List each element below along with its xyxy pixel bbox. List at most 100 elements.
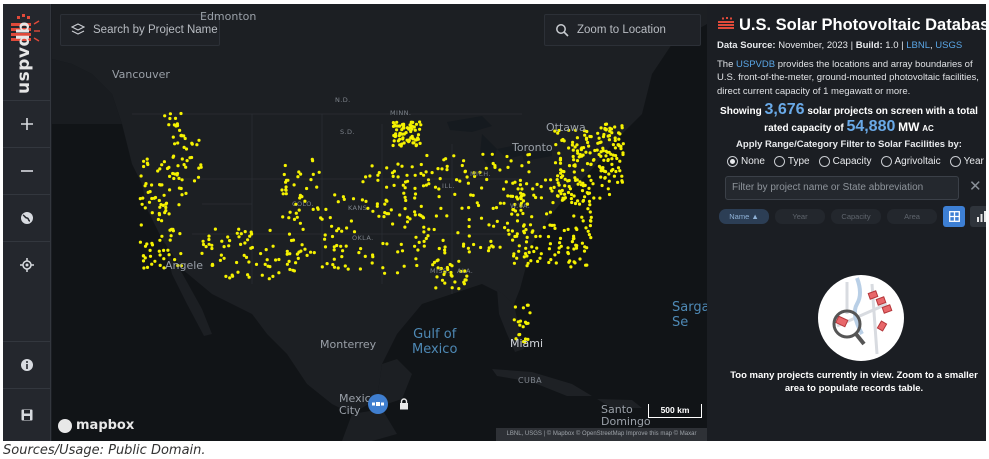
solar-project-marker[interactable] [407,127,411,131]
solar-project-marker[interactable] [510,212,514,216]
solar-project-marker[interactable] [366,206,370,210]
solar-project-marker[interactable] [619,144,623,148]
solar-project-marker[interactable] [409,136,413,140]
zoom-out-button[interactable] [3,147,51,193]
solar-project-marker[interactable] [426,234,430,238]
solar-project-marker[interactable] [601,168,605,172]
solar-project-marker[interactable] [400,249,405,253]
solar-project-marker[interactable] [583,195,587,199]
solar-project-marker[interactable] [169,234,173,238]
solar-project-marker[interactable] [569,265,573,269]
solar-project-marker[interactable] [525,264,529,268]
solar-project-marker[interactable] [597,136,601,140]
solar-project-marker[interactable] [518,178,522,182]
solar-project-marker[interactable] [607,179,611,183]
solar-project-marker[interactable] [418,127,422,131]
solar-project-marker[interactable] [520,187,524,191]
solar-project-marker[interactable] [297,208,301,212]
solar-project-marker[interactable] [465,175,469,179]
solar-project-marker[interactable] [342,197,346,201]
solar-project-markers[interactable] [138,111,625,344]
solar-project-marker[interactable] [509,159,513,163]
solar-project-marker[interactable] [398,213,402,217]
solar-project-marker[interactable] [401,126,405,130]
solar-project-marker[interactable] [584,150,588,154]
solar-project-marker[interactable] [179,264,183,268]
solar-project-marker[interactable] [606,158,610,162]
solar-project-marker[interactable] [599,126,603,130]
solar-project-marker[interactable] [400,142,404,146]
solar-project-marker[interactable] [529,259,533,263]
solar-project-marker[interactable] [487,246,491,250]
solar-project-marker[interactable] [512,252,516,256]
solar-project-marker[interactable] [292,217,297,221]
solar-project-marker[interactable] [413,186,417,190]
solar-project-marker[interactable] [523,337,528,341]
solar-project-marker[interactable] [478,170,482,174]
solar-project-marker[interactable] [292,183,296,187]
solar-project-marker[interactable] [498,168,502,172]
solar-project-marker[interactable] [391,222,395,226]
solar-project-marker[interactable] [299,172,303,176]
solar-project-marker[interactable] [175,171,180,176]
solar-project-marker[interactable] [341,249,345,253]
solar-project-marker[interactable] [299,249,303,253]
solar-project-marker[interactable] [316,207,320,211]
solar-project-marker[interactable] [516,320,520,324]
solar-project-marker[interactable] [525,254,529,258]
solar-project-marker[interactable] [517,244,521,248]
solar-project-marker[interactable] [173,142,177,146]
solar-project-marker[interactable] [512,208,516,212]
solar-project-marker[interactable] [375,202,379,206]
solar-project-marker[interactable] [547,260,551,265]
solar-project-marker[interactable] [586,229,590,233]
solar-project-marker[interactable] [467,224,471,229]
solar-project-marker[interactable] [562,228,566,233]
solar-project-marker[interactable] [557,189,562,193]
solar-project-marker[interactable] [416,133,421,137]
solar-project-marker[interactable] [156,217,160,222]
solar-project-marker[interactable] [184,191,188,195]
solar-project-marker[interactable] [567,146,571,150]
solar-project-marker[interactable] [527,160,531,164]
solar-project-marker[interactable] [584,226,588,230]
solar-project-marker[interactable] [588,210,592,214]
solar-project-marker[interactable] [493,164,497,168]
solar-project-marker[interactable] [291,238,296,242]
solar-project-marker[interactable] [165,166,170,171]
solar-project-marker[interactable] [437,195,441,199]
solar-project-marker[interactable] [588,151,592,155]
solar-project-marker[interactable] [449,270,453,275]
solar-project-marker[interactable] [576,182,580,186]
solar-project-marker[interactable] [413,128,417,132]
solar-project-marker[interactable] [180,193,184,197]
solar-project-marker[interactable] [534,195,538,200]
solar-project-marker[interactable] [152,196,156,200]
solar-project-marker[interactable] [427,227,431,231]
solar-project-marker[interactable] [142,164,146,169]
solar-project-marker[interactable] [522,340,526,344]
solar-project-marker[interactable] [580,241,585,245]
solar-project-marker[interactable] [525,235,529,239]
solar-project-marker[interactable] [536,259,540,263]
solar-project-marker[interactable] [521,199,526,203]
solar-project-marker[interactable] [406,215,410,219]
location-search-box[interactable]: Zoom to Location [544,14,701,46]
usgs-link[interactable]: USGS [935,40,963,51]
solar-project-marker[interactable] [201,239,205,243]
solar-project-marker[interactable] [526,303,530,307]
solar-project-marker[interactable] [164,209,168,213]
solar-project-marker[interactable] [589,219,593,223]
solar-project-marker[interactable] [572,214,576,218]
solar-project-marker[interactable] [573,164,577,168]
solar-project-marker[interactable] [601,146,605,150]
solar-project-marker[interactable] [436,266,440,270]
solar-project-marker[interactable] [620,124,624,128]
solar-project-marker[interactable] [160,234,164,238]
solar-project-marker[interactable] [576,151,580,155]
solar-project-marker[interactable] [384,198,388,202]
solar-project-marker[interactable] [553,129,557,133]
solar-project-marker[interactable] [618,169,622,173]
solar-project-marker[interactable] [592,196,596,200]
solar-project-marker[interactable] [462,280,466,284]
